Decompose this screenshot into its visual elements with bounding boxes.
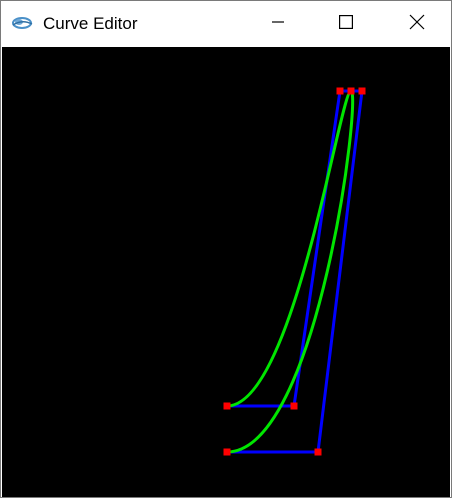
minimize-icon bbox=[272, 15, 284, 33]
bezier-curve bbox=[226, 89, 355, 454]
minimize-button[interactable] bbox=[255, 1, 301, 47]
control-point-handle[interactable] bbox=[290, 402, 298, 410]
curve-canvas[interactable] bbox=[2, 47, 450, 497]
close-button[interactable] bbox=[394, 1, 440, 47]
maximize-button[interactable] bbox=[323, 1, 369, 47]
control-point-handle[interactable] bbox=[336, 87, 344, 95]
control-point-handle[interactable] bbox=[223, 402, 231, 410]
control-polygon bbox=[227, 89, 364, 454]
bezier-curve bbox=[226, 89, 353, 408]
title-bar[interactable]: Curve Editor bbox=[1, 1, 451, 47]
app-logo-icon bbox=[11, 15, 33, 31]
curve-drawing[interactable] bbox=[2, 47, 450, 497]
control-polygon bbox=[227, 89, 351, 408]
control-point-handle[interactable] bbox=[358, 87, 366, 95]
control-point-handle[interactable] bbox=[347, 87, 355, 95]
maximize-icon bbox=[339, 14, 354, 34]
control-point-handle[interactable] bbox=[314, 448, 322, 456]
close-icon bbox=[409, 14, 425, 35]
window-title: Curve Editor bbox=[43, 14, 138, 33]
control-point-handle[interactable] bbox=[223, 448, 231, 456]
